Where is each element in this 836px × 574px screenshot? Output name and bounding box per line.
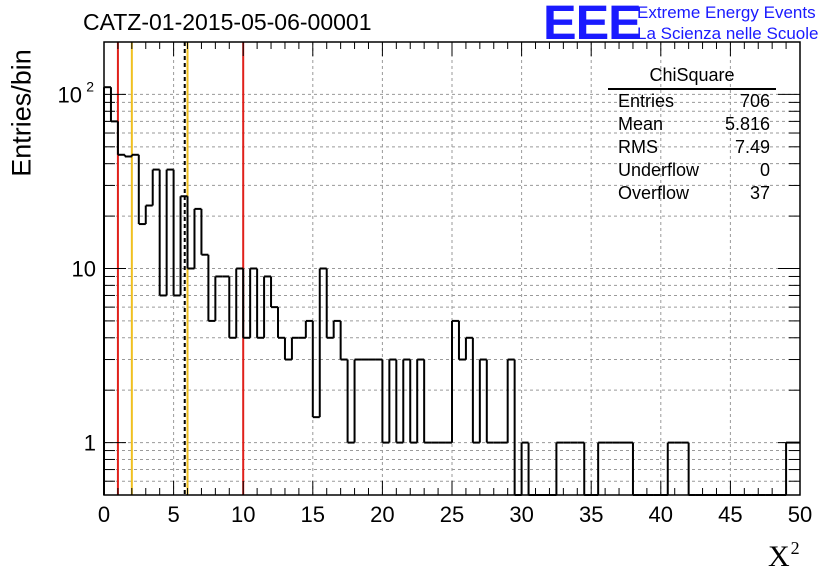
y-tick-label: 10 [58, 82, 82, 107]
stat-value: 37 [749, 183, 770, 203]
x-tick-label: 10 [231, 502, 255, 527]
stat-label: Overflow [618, 183, 690, 203]
y-tick-label: 10 [72, 257, 96, 282]
stat-row-rms: RMS 7.49 [608, 136, 778, 159]
x-tick-label: 15 [301, 502, 325, 527]
chart-title: CATZ-01-2015-05-06-00001 [83, 9, 372, 35]
stat-label: Entries [618, 91, 675, 111]
eee-logo: EEE Extreme Energy Events La Scienza nel… [543, 0, 833, 48]
x-tick-label: 20 [370, 502, 394, 527]
logo-line-2: La Scienza nelle Scuole [637, 24, 819, 43]
stat-value: 5.816 [724, 114, 770, 134]
stats-box: ChiSquare Entries 706 Mean 5.816 RMS 7.4… [608, 65, 778, 205]
logo-mark: EEE [543, 0, 642, 50]
x-tick-label: 45 [718, 502, 742, 527]
y-tick-exponent: 2 [86, 78, 94, 94]
x-tick-label: 5 [167, 502, 179, 527]
x-tick-label: 0 [98, 502, 110, 527]
stat-label: RMS [618, 137, 658, 157]
x-axis-label-base: X [768, 540, 790, 573]
stat-value: 7.49 [734, 137, 770, 157]
stats-box-title: ChiSquare [608, 65, 776, 90]
x-tick-label: 35 [579, 502, 603, 527]
stat-row-overflow: Overflow 37 [608, 182, 778, 205]
stat-row-entries: Entries 706 [608, 90, 778, 113]
x-tick-label: 40 [649, 502, 673, 527]
x-tick-label: 30 [509, 502, 533, 527]
x-tick-label: 50 [788, 502, 812, 527]
logo-line-1: Extreme Energy Events [637, 3, 816, 22]
axis-ticks [103, 41, 801, 496]
stat-label: Underflow [618, 160, 700, 180]
stat-row-underflow: Underflow 0 [608, 159, 778, 182]
x-axis-label-superscript: 2 [790, 538, 800, 558]
stat-value: 0 [759, 160, 770, 180]
x-axis-label: X2 [768, 538, 800, 574]
y-tick-label: 1 [84, 431, 96, 456]
stat-value: 706 [739, 91, 770, 111]
stat-row-mean: Mean 5.816 [608, 113, 778, 136]
stat-label: Mean [618, 114, 664, 134]
x-tick-label: 25 [440, 502, 464, 527]
